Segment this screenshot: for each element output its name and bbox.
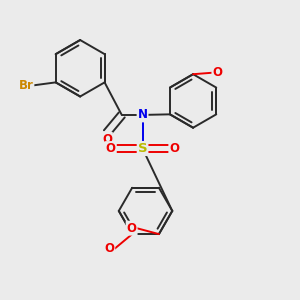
Text: Br: Br bbox=[19, 79, 33, 92]
Text: S: S bbox=[138, 142, 147, 155]
Text: N: N bbox=[138, 108, 148, 122]
Text: O: O bbox=[106, 142, 116, 155]
Text: O: O bbox=[104, 242, 114, 256]
Text: O: O bbox=[212, 66, 222, 79]
Text: O: O bbox=[169, 142, 179, 155]
Text: O: O bbox=[127, 222, 136, 235]
Text: O: O bbox=[102, 133, 112, 146]
